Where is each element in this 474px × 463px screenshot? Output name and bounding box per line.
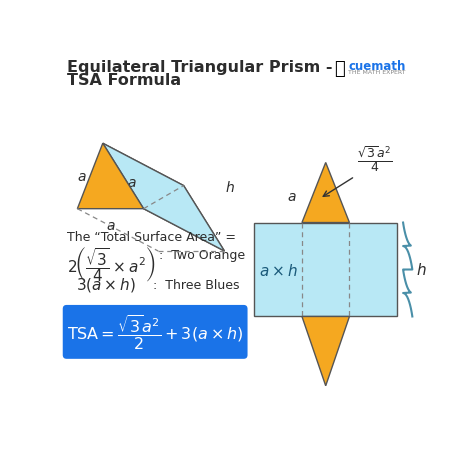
Polygon shape xyxy=(302,317,349,386)
Text: :  Three Blues: : Three Blues xyxy=(153,278,239,291)
Polygon shape xyxy=(103,144,225,251)
Text: a: a xyxy=(106,219,115,232)
Text: Equilateral Triangular Prism -: Equilateral Triangular Prism - xyxy=(66,59,332,75)
Polygon shape xyxy=(77,144,144,209)
Text: :  Two Orange: : Two Orange xyxy=(159,249,245,262)
Text: cuemath: cuemath xyxy=(348,60,406,73)
Text: h: h xyxy=(417,263,427,277)
Text: 🚀: 🚀 xyxy=(334,59,345,77)
Text: $\mathregular{TSA} = \dfrac{\sqrt{3}a^2}{2} + 3(a \times h)$: $\mathregular{TSA} = \dfrac{\sqrt{3}a^2}… xyxy=(67,313,244,351)
Text: a: a xyxy=(288,190,296,204)
Text: h: h xyxy=(226,181,234,195)
Polygon shape xyxy=(302,163,349,223)
Text: a: a xyxy=(127,175,136,189)
Polygon shape xyxy=(103,144,225,251)
Text: TSA Formula: TSA Formula xyxy=(66,73,181,88)
Text: $a \times h$: $a \times h$ xyxy=(259,262,298,278)
Bar xyxy=(255,223,397,317)
Text: a: a xyxy=(78,169,86,183)
FancyBboxPatch shape xyxy=(63,305,247,359)
Text: $\dfrac{\sqrt{3}a^2}{4}$: $\dfrac{\sqrt{3}a^2}{4}$ xyxy=(357,144,392,174)
Text: The “Total Surface Area” =: The “Total Surface Area” = xyxy=(66,231,236,244)
Text: $2\!\left(\dfrac{\sqrt{3}}{4}\times a^2\right)$: $2\!\left(\dfrac{\sqrt{3}}{4}\times a^2\… xyxy=(66,244,155,283)
Text: THE MATH EXPERT: THE MATH EXPERT xyxy=(348,69,406,75)
Text: $3(a \times h)$: $3(a \times h)$ xyxy=(76,275,136,293)
